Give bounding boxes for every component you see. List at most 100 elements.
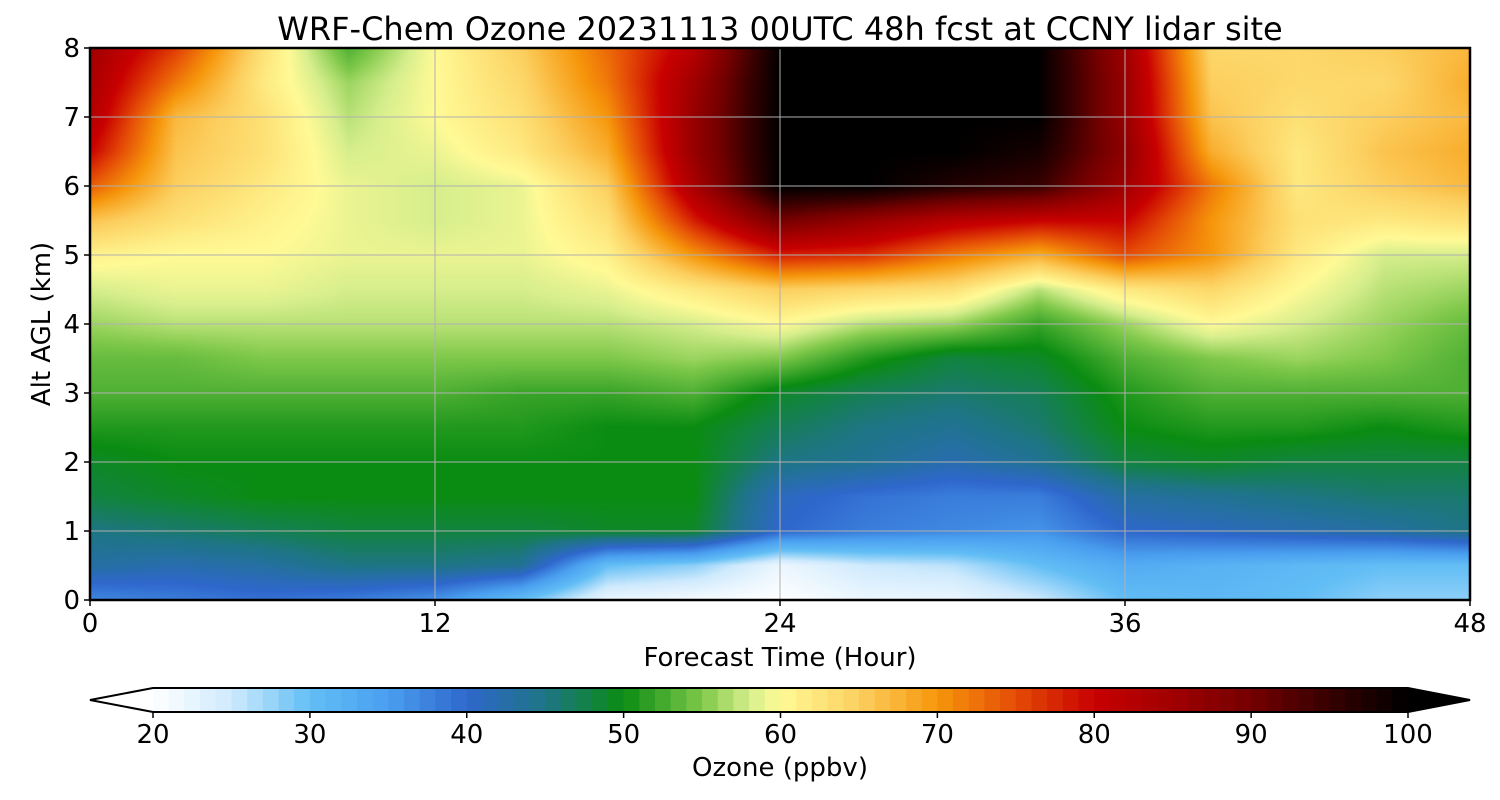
colorbar-extend-high <box>1408 688 1470 712</box>
colorbar-segment <box>1251 688 1268 712</box>
colorbar-segment <box>482 688 499 712</box>
colorbar-segment <box>623 688 640 712</box>
colorbar-segment <box>1125 688 1142 712</box>
colorbar-segment <box>1062 688 1080 712</box>
colorbar-segment <box>1298 688 1315 712</box>
colorbar-segment <box>906 688 923 712</box>
colorbar-segment <box>184 688 201 712</box>
colorbar-segment <box>153 688 170 712</box>
colorbar-segment <box>341 688 358 712</box>
colorbar-segment <box>1392 688 1409 712</box>
y-tick-label: 0 <box>63 586 80 616</box>
colorbar-segment <box>921 688 938 712</box>
colorbar <box>89 687 1471 713</box>
colorbar-segment <box>1266 688 1284 712</box>
y-tick-label: 3 <box>63 379 80 409</box>
colorbar-tick-label: 50 <box>607 720 640 750</box>
colorbar-segment <box>404 688 421 712</box>
y-axis-label: Alt AGL (km) <box>27 242 57 406</box>
colorbar-segment <box>278 688 295 712</box>
colorbar-segment <box>811 688 829 712</box>
colorbar-tick-label: 60 <box>764 720 797 750</box>
colorbar-segment <box>827 688 844 712</box>
colorbar-segment <box>796 688 813 712</box>
colorbar-segment <box>498 688 515 712</box>
colorbar-segment <box>686 688 703 712</box>
colorbar-segment <box>419 688 436 712</box>
colorbar-segment <box>262 688 280 712</box>
colorbar-segment <box>937 688 954 712</box>
colorbar-segment <box>1015 688 1033 712</box>
colorbar-segment <box>749 688 766 712</box>
y-tick-label: 2 <box>63 448 80 478</box>
colorbar-segment <box>1141 688 1158 712</box>
y-tick-label: 5 <box>63 241 80 271</box>
colorbar-segment <box>247 688 264 712</box>
colorbar-segment <box>1204 688 1221 712</box>
colorbar-segment <box>843 688 860 712</box>
colorbar-tick-label: 30 <box>293 720 326 750</box>
colorbar-segment <box>513 688 531 712</box>
colorbar-segment <box>639 688 656 712</box>
y-tick-label: 7 <box>63 103 80 133</box>
colorbar-segment <box>968 688 986 712</box>
colorbar-tick-label: 20 <box>136 720 169 750</box>
grid-lines <box>90 48 1470 600</box>
colorbar-segment <box>200 688 217 712</box>
colorbar-segment <box>1094 688 1111 712</box>
colorbar-segment <box>1313 688 1331 712</box>
colorbar-segment <box>372 688 389 712</box>
y-axis: 0 1 2 3 4 5 6 7 8 <box>63 34 90 616</box>
colorbar-segment <box>1282 688 1299 712</box>
x-axis-label: Forecast Time (Hour) <box>643 643 916 673</box>
colorbar-segment <box>858 688 876 712</box>
colorbar-label: Ozone (ppbv) <box>692 753 868 783</box>
colorbar-segment <box>1172 688 1189 712</box>
x-tick-label: 48 <box>1453 609 1486 639</box>
colorbar-segment <box>1345 688 1362 712</box>
colorbar-segment <box>1078 688 1095 712</box>
colorbar-segment <box>670 688 687 712</box>
colorbar-segment <box>215 688 233 712</box>
y-tick-label: 4 <box>63 310 80 340</box>
colorbar-segment <box>1188 688 1205 712</box>
y-tick-label: 8 <box>63 34 80 64</box>
colorbar-segment <box>576 688 593 712</box>
colorbar-segment <box>1109 688 1127 712</box>
colorbar-segment <box>1360 688 1378 712</box>
colorbar-segment <box>733 688 750 712</box>
colorbar-segment <box>717 688 735 712</box>
colorbar-segment <box>1235 688 1252 712</box>
colorbar-segment <box>560 688 578 712</box>
colorbar-segment <box>655 688 672 712</box>
colorbar-ticks: 20 30 40 50 60 70 80 90 100 <box>136 712 1433 750</box>
colorbar-segment <box>466 688 484 712</box>
colorbar-tick-label: 100 <box>1383 720 1433 750</box>
colorbar-extend-low <box>90 688 153 712</box>
colorbar-segment <box>780 688 797 712</box>
colorbar-segment <box>1000 688 1017 712</box>
colorbar-segment <box>309 688 327 712</box>
colorbar-segment <box>168 688 185 712</box>
colorbar-segment <box>1031 688 1048 712</box>
colorbar-segment <box>890 688 907 712</box>
colorbar-tick-label: 80 <box>1078 720 1111 750</box>
x-tick-label: 36 <box>1108 609 1141 639</box>
colorbar-segment <box>984 688 1001 712</box>
colorbar-segment <box>953 688 970 712</box>
colorbar-segment <box>1219 688 1237 712</box>
colorbar-segment <box>451 688 468 712</box>
colorbar-segment <box>702 688 719 712</box>
x-axis: 0 12 24 36 48 <box>82 600 1487 639</box>
colorbar-segment <box>294 688 311 712</box>
colorbar-tick-label: 90 <box>1235 720 1268 750</box>
colorbar-segment <box>1376 688 1393 712</box>
colorbar-segment <box>545 688 562 712</box>
x-tick-label: 24 <box>763 609 796 639</box>
x-tick-label: 0 <box>82 609 99 639</box>
x-tick-label: 12 <box>418 609 451 639</box>
colorbar-segment <box>592 688 609 712</box>
y-tick-label: 6 <box>63 172 80 202</box>
colorbar-segment <box>435 688 452 712</box>
colorbar-segment <box>388 688 405 712</box>
